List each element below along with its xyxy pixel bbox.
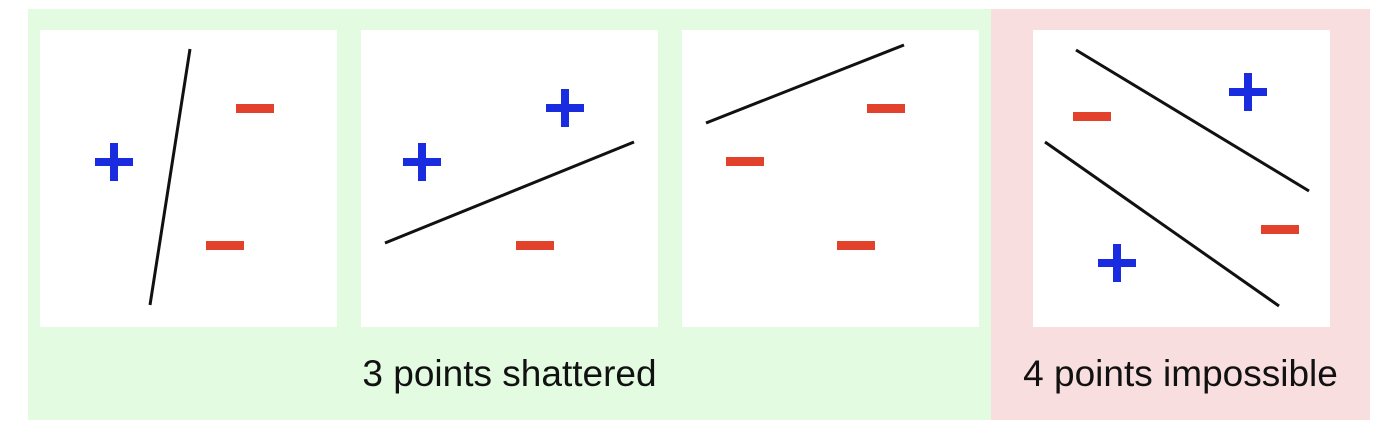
panel-2	[361, 30, 658, 327]
positive-point-icon	[1098, 244, 1136, 282]
separator-line	[384, 140, 635, 245]
positive-point-icon	[546, 89, 584, 127]
negative-point-icon	[236, 104, 274, 113]
positive-point-icon	[1229, 73, 1267, 111]
impossible-caption: 4 points impossible	[1023, 353, 1338, 394]
positive-point-icon	[95, 143, 133, 181]
panel-4-canvas	[1044, 48, 1310, 308]
negative-point-icon	[1261, 225, 1299, 234]
shattered-region: 3 points shattered	[28, 9, 991, 420]
panel-3	[682, 30, 979, 327]
separator-line	[705, 43, 905, 125]
negative-point-icon	[516, 241, 554, 250]
panel-4	[1033, 30, 1330, 327]
separator-line	[1075, 48, 1310, 193]
negative-point-icon	[726, 157, 764, 166]
panel-2-canvas	[384, 89, 635, 250]
negative-point-icon	[867, 104, 905, 113]
positive-point-icon	[403, 143, 441, 181]
negative-point-icon	[206, 241, 244, 250]
panel-1-canvas	[95, 48, 274, 306]
panel-1	[40, 30, 337, 327]
separator-line	[148, 48, 192, 306]
negative-point-icon	[837, 241, 875, 250]
impossible-region: 4 points impossible	[991, 9, 1370, 420]
panel-3-canvas	[705, 43, 905, 250]
negative-point-icon	[1073, 112, 1111, 121]
separator-line	[1044, 140, 1280, 308]
shattered-caption: 3 points shattered	[362, 353, 657, 394]
